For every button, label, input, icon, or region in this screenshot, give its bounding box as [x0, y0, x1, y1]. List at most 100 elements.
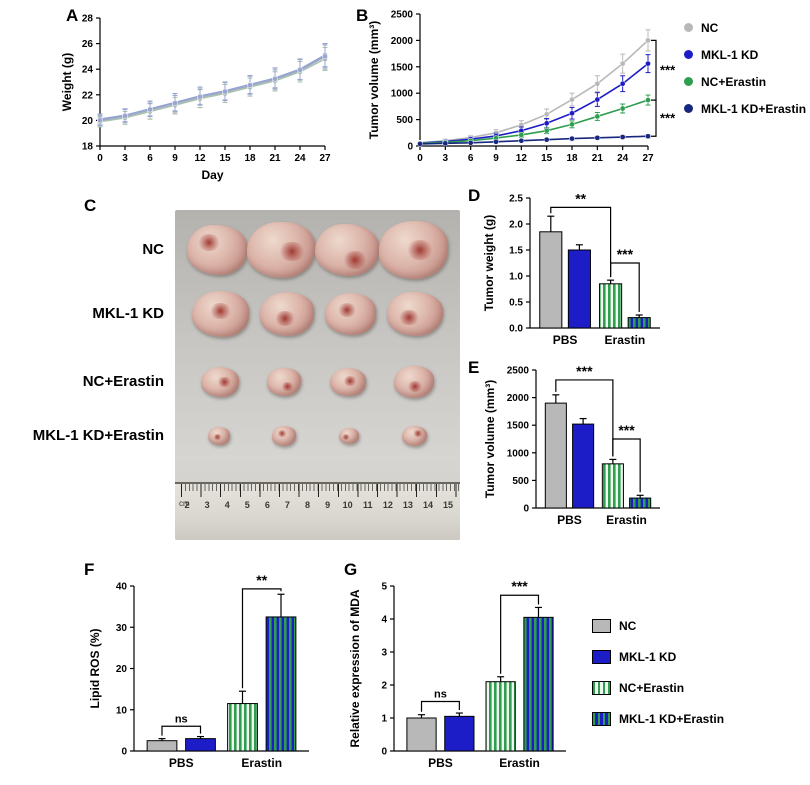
legend-label: MKL-1 KD+Erastin: [701, 101, 807, 116]
panel-f-lipid-ros-bar-chart: 0 10 20 30 40 Lipid ROS (%) PBS Erastin ns **: [88, 566, 323, 785]
svg-text:18: 18: [566, 153, 578, 164]
tumor-blob: [378, 221, 449, 279]
legend-marker-dot: [684, 104, 693, 113]
ruler-number: 9: [325, 500, 331, 510]
panel-c-letter: C: [84, 196, 97, 215]
bar-mkl-1-kd-erastin: [523, 606, 554, 752]
svg-text:PBS: PBS: [428, 756, 453, 770]
tumor-spot: [405, 240, 435, 261]
legend-g-item-nc: NC: [592, 610, 724, 641]
tumor-blob: [192, 291, 250, 337]
legend-b-item-nc: NC: [684, 14, 806, 41]
bar-mkl-1-kd-erastin: [629, 494, 652, 509]
significance-bracket: ***: [651, 39, 676, 101]
legend-label: MKL-1 KD+Erastin: [619, 711, 725, 726]
significance-bracket: ***: [555, 363, 614, 457]
svg-text:**: **: [575, 190, 586, 206]
svg-text:Erastin: Erastin: [606, 513, 647, 527]
svg-text:24: 24: [617, 153, 629, 164]
tumor-blob: [208, 427, 230, 445]
panel-f-svg: 0 10 20 30 40 Lipid ROS (%) PBS Erastin ns **: [88, 572, 309, 770]
tumor-spot: [413, 429, 424, 437]
svg-text:2.0: 2.0: [509, 220, 523, 231]
svg-text:500: 500: [396, 115, 413, 126]
legend-marker-dot: [684, 50, 693, 59]
significance-bracket: ns: [420, 689, 460, 712]
svg-text:2.5: 2.5: [509, 194, 523, 205]
tumor-blob: [325, 293, 377, 335]
tumor-spot: [217, 376, 233, 388]
svg-text:ns: ns: [175, 713, 188, 725]
svg-text:5: 5: [381, 582, 387, 593]
tumor-group-label-mkl-1-kd: MKL-1 KD: [92, 305, 164, 322]
tumor-group-label-nc-erastin: NC+Erastin: [82, 373, 164, 390]
legend-b: NC MKL-1 KD NC+Erastin MKL-1 KD+Erastin: [684, 14, 806, 122]
svg-text:0: 0: [97, 153, 103, 164]
tumor-blob: [187, 225, 248, 275]
svg-text:500: 500: [512, 476, 529, 487]
y-axis-label: Tumor volume (mm³): [367, 21, 381, 139]
svg-text:***: ***: [576, 363, 593, 379]
panel-b-letter: B: [356, 6, 369, 25]
tumor-row-mkl-1-kd: [175, 286, 460, 342]
ruler: cm 2 3 4 5 6 7 8 9 10 11 12 13 14 15: [175, 482, 460, 540]
svg-text:0.5: 0.5: [509, 298, 523, 309]
significance-bracket: ***: [612, 422, 641, 493]
svg-text:2: 2: [381, 681, 387, 692]
svg-text:1000: 1000: [507, 448, 530, 459]
svg-text:Erastin: Erastin: [605, 333, 646, 347]
series-mkl-1-kd: [97, 43, 328, 125]
bar-nc: [146, 738, 178, 752]
x-axis-label: Day: [201, 168, 223, 182]
panel-a-letter: A: [66, 6, 79, 25]
legend-g-item-mkl-1-kd-erastin: MKL-1 KD+Erastin: [592, 703, 724, 734]
significance-bracket: ***: [610, 246, 640, 312]
tumor-spot: [213, 434, 222, 441]
svg-text:0: 0: [121, 747, 127, 758]
bar-mkl-1-kd: [572, 417, 595, 509]
svg-text:22: 22: [82, 90, 94, 101]
svg-text:0: 0: [417, 153, 423, 164]
svg-text:Erastin: Erastin: [241, 756, 282, 770]
svg-text:10: 10: [116, 705, 128, 716]
ruler-number: 15: [443, 500, 454, 510]
series-nc-erastin: [417, 94, 651, 147]
svg-text:18: 18: [82, 142, 94, 153]
tumor-spot: [342, 433, 351, 440]
ruler-number: 2: [184, 500, 190, 510]
tumor-group-label-nc: NC: [142, 241, 164, 258]
y-axis-label: Relative expression of MDA: [348, 589, 362, 747]
svg-text:24: 24: [82, 65, 94, 76]
legend-marker-dot: [684, 77, 693, 86]
tumor-blob: [393, 366, 434, 398]
ruler-number: 4: [224, 500, 230, 510]
legend-g-item-mkl-1-kd: MKL-1 KD: [592, 641, 724, 672]
svg-text:1000: 1000: [391, 89, 414, 100]
svg-text:0: 0: [523, 504, 529, 515]
legend-label: MKL-1 KD: [701, 47, 759, 62]
tumor-spot: [196, 234, 222, 252]
svg-text:1: 1: [381, 714, 387, 725]
svg-text:2500: 2500: [391, 10, 414, 21]
significance-bracket: ***: [651, 99, 676, 137]
svg-text:30: 30: [116, 623, 128, 634]
svg-text:0.0: 0.0: [509, 324, 523, 335]
panel-d-tumor-weight-bar-chart: 0.0 0.5 1.0 1.5 2.0 2.5 Tumor weight (g) PBS Era…: [482, 182, 670, 359]
svg-text:2500: 2500: [507, 366, 530, 377]
svg-text:20: 20: [116, 664, 128, 675]
svg-text:***: ***: [618, 422, 635, 438]
svg-text:3: 3: [381, 648, 387, 659]
tumor-spot: [277, 241, 306, 262]
bar-nc: [544, 394, 567, 509]
ruler-number: 13: [402, 500, 413, 510]
x-ticks: 0 3 6 9 12 15 18 21 24 27: [97, 146, 331, 164]
y-ticks: 0.0 0.5 1.0 1.5 2.0 2.5: [509, 194, 530, 335]
panel-e-svg: 0 500 1000 1500 2000 2500 Tumor volume (mm³) PB…: [483, 363, 660, 527]
panel-a-svg: 18 20 22 24 26 28 Weight (g) 0 3 6 9 12 15 18 21 24 27 Da…: [60, 14, 331, 183]
tumor-blob: [387, 291, 443, 337]
svg-text:***: ***: [660, 63, 676, 78]
tumor-blob: [329, 367, 366, 397]
svg-text:6: 6: [147, 153, 153, 164]
legend-label: NC+Erastin: [619, 680, 685, 695]
svg-text:1.5: 1.5: [509, 246, 523, 257]
